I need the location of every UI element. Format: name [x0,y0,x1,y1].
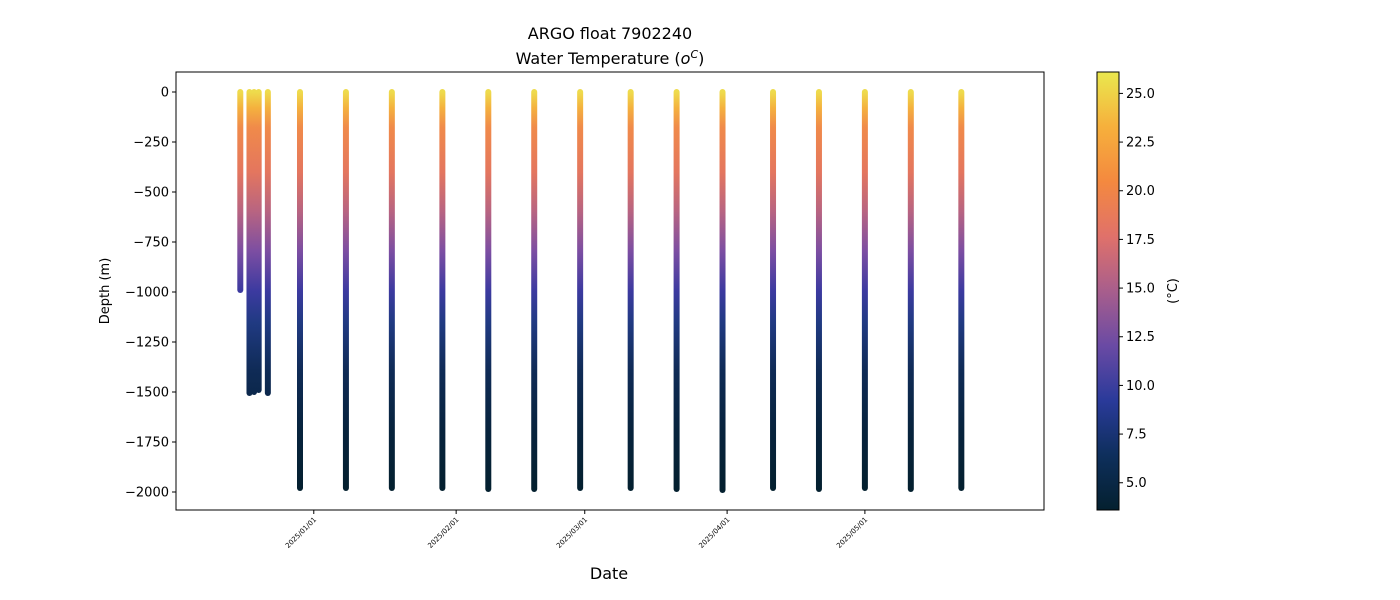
y-tick-label: −750 [133,236,169,251]
x-tick-label: 2025/05/01 [835,516,869,550]
x-axis-label: Date [590,564,628,583]
chart-subtitle: Water Temperature (oC) [516,48,705,68]
y-tick-label: −250 [133,136,169,151]
colorbar-tick-label: 10.0 [1126,379,1155,394]
colorbar [1096,71,1120,511]
y-tick-label: −2000 [125,486,169,501]
plot-frame [175,71,1045,511]
y-tick-label: −500 [133,186,169,201]
y-tick-label: −1250 [125,336,169,351]
y-tick-label: 0 [161,86,169,101]
x-tick-label: 2025/01/01 [284,516,318,550]
y-axis-label: Depth (m) [98,258,113,325]
x-axis: 2025/01/01 2025/02/01 2025/03/01 2025/04/01… [284,510,869,550]
chart-title: ARGO float 7902240 [528,24,692,43]
colorbar-tick-label: 22.5 [1126,136,1155,151]
y-tick-label: −1500 [125,386,169,401]
y-tick-label: −1000 [125,286,169,301]
x-tick-label: 2025/04/01 [697,516,731,550]
colorbar-label: (°C) [1166,278,1181,304]
colorbar-tick-label: 20.0 [1126,184,1155,199]
y-tick-label: −1750 [125,436,169,451]
profiles-layer [237,89,965,493]
x-tick-label: 2025/03/01 [555,516,589,550]
x-tick-label: 2025/02/01 [426,516,460,550]
colorbar-tick-label: 15.0 [1126,282,1155,297]
colorbar-tick-label: 12.5 [1126,330,1155,345]
colorbar-tick-label: 25.0 [1126,87,1155,102]
colorbar-tick-label: 5.0 [1126,476,1147,491]
colorbar-ticks: 5.0 7.5 10.0 12.5 15.0 17.5 20.0 22.5 25.0 [1119,87,1155,491]
y-axis: 0 −250 −500 −750 −1000 −1250 −1500 −1750 −2000 [125,86,176,501]
colorbar-tick-label: 17.5 [1126,233,1155,248]
colorbar-tick-label: 7.5 [1126,428,1147,443]
